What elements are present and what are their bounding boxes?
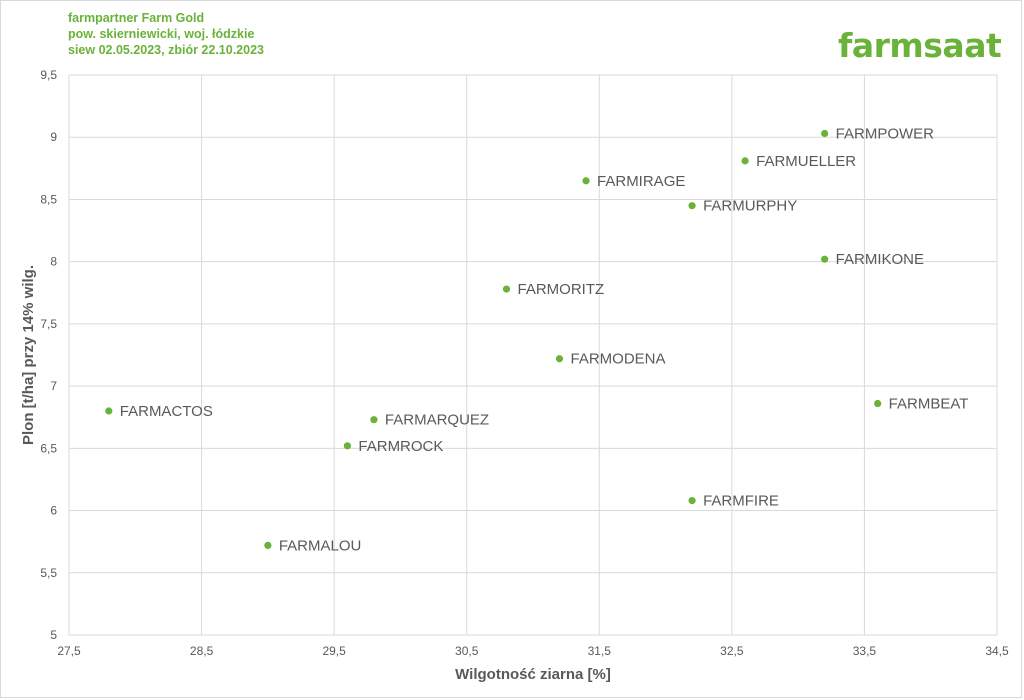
y-tick-label: 8,5 [40,192,57,206]
x-tick-label: 34,5 [985,644,1009,658]
x-tick-label: 27,5 [57,644,81,658]
x-tick-label: 32,5 [720,644,744,658]
x-tick-label: 33,5 [853,644,877,658]
data-point [874,399,882,408]
data-point [555,355,564,363]
data-point [741,157,749,165]
data-point-label: FARMODENA [571,351,666,368]
x-axis-title: Wilgotność ziarna [%] [455,666,611,683]
data-point [370,416,378,424]
data-point [582,177,590,185]
data-point [502,285,511,293]
y-tick-label: 6 [50,504,57,518]
data-point-label: FARMARQUEZ [385,412,489,429]
data-point-label: FARMPOWER [836,125,935,142]
header-line-1: farmpartner Farm Gold [68,11,205,25]
data-point-label: FARMUELLER [756,153,856,170]
y-tick-label: 5 [50,628,57,642]
data-point-label: FARMALOU [279,537,362,554]
y-tick-label: 9,5 [40,68,57,82]
data-points: FARMPOWER FARMUELLER FARMIRAGE FARMURPHY FAR… [105,125,968,554]
grid-lines [68,74,998,636]
y-tick-label: 7,5 [40,317,57,331]
x-tick-label: 31,5 [588,644,612,658]
y-tick-label: 5,5 [40,566,57,580]
data-point [821,129,829,138]
header-line-3: siew 02.05.2023, zbiór 22.10.2023 [68,43,264,57]
y-tick-label: 7 [50,379,57,393]
data-point-label: FARMACTOS [120,403,213,420]
x-tick-label: 29,5 [322,644,346,658]
y-axis-ticks: 5 5,5 6 6,5 7 7,5 8 8,5 9 9,5 [40,68,57,642]
y-axis-title: Plon [t/ha] przy 14% wilg. [20,265,37,445]
data-point [688,497,696,505]
y-tick-label: 8 [50,255,57,269]
header-line-2: pow. skierniewicki, woj. łódzkie [68,27,255,41]
data-point-label: FARMROCK [358,438,443,455]
data-point-label: FARMURPHY [703,198,797,215]
brand-logo: farmsaat [838,26,1002,65]
y-tick-label: 9 [50,130,57,144]
data-point-label: FARMIRAGE [597,173,685,190]
data-point [821,255,829,263]
x-tick-label: 28,5 [190,644,214,658]
data-point-label: FARMORITZ [517,281,604,298]
data-point-label: FARMBEAT [889,396,969,413]
data-point-label: FARMFIRE [703,493,779,510]
data-point [688,202,696,210]
x-tick-label: 30,5 [455,644,479,658]
chart-header: farmpartner Farm Gold pow. skierniewicki… [68,10,264,58]
data-point [264,541,272,550]
data-point-label: FARMIKONE [836,251,924,268]
data-point [105,407,113,415]
x-axis-ticks: 27,5 28,5 29,5 30,5 31,5 32,5 33,5 34,5 [57,644,1009,658]
data-point [343,442,351,450]
y-tick-label: 6,5 [40,441,57,455]
